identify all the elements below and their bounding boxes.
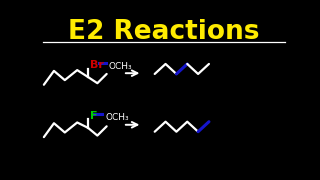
Text: OCH₃: OCH₃ xyxy=(105,112,129,122)
Text: F: F xyxy=(90,111,97,121)
Text: E2 Reactions: E2 Reactions xyxy=(68,19,260,45)
Text: Br: Br xyxy=(90,60,103,70)
Text: OCH₃: OCH₃ xyxy=(109,62,132,71)
